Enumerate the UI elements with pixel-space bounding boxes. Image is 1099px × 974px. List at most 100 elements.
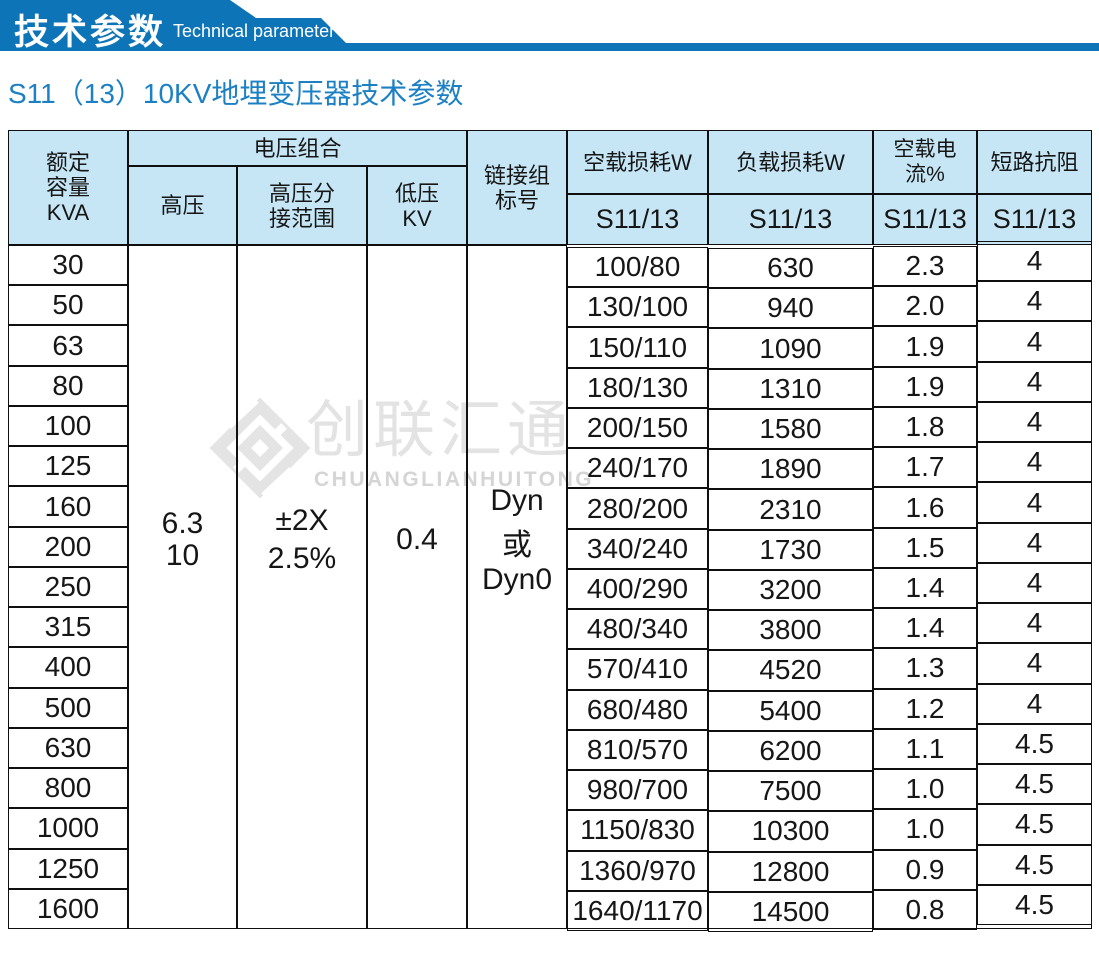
merged-cell-tap-range: ±2X 2.5% xyxy=(237,245,367,929)
model-header-no-load-current: S11/13 xyxy=(873,194,977,245)
table-cell: 240/170 xyxy=(567,448,708,489)
value-line: 或 xyxy=(501,528,532,562)
table-cell: 10300 xyxy=(708,811,873,852)
table-cell: 630 xyxy=(708,248,873,289)
table-cell: 7500 xyxy=(708,771,873,812)
col-header-vector-group: 链接组 标号 xyxy=(467,130,567,245)
table-cell: 4 xyxy=(977,281,1092,322)
table-cell: 1.9 xyxy=(873,326,977,367)
merged-value: ±2X 2.5% xyxy=(268,502,336,578)
table-cell: 80 xyxy=(8,365,128,406)
table-cell: 125 xyxy=(8,446,128,487)
table-cell: 4 xyxy=(977,401,1092,443)
table-cell: 250 xyxy=(8,566,128,608)
col-header-no-load-loss: 空载损耗W xyxy=(567,130,708,194)
table-cell: 12800 xyxy=(708,851,873,892)
value-line: 6.3 xyxy=(161,507,204,540)
table-cell: 4 xyxy=(977,683,1092,724)
table-cell: 1.0 xyxy=(873,809,977,850)
capacity-column: 30 50 63 80 100 125 160 200 250 315 400 500 630 800 10… xyxy=(8,245,128,929)
watermark-text-cn: 创联汇通 xyxy=(306,396,575,465)
header-line: 低压 xyxy=(394,180,439,206)
table-cell: 1640/1170 xyxy=(567,890,708,931)
model-header-impedance: S11/13 xyxy=(977,194,1092,245)
table-cell: 1.9 xyxy=(873,366,977,407)
col-header-impedance: 短路抗阻 xyxy=(977,130,1092,194)
header-line: KV xyxy=(402,205,432,231)
table-cell: 4 xyxy=(977,522,1092,563)
table-cell: 180/130 xyxy=(567,367,708,408)
spec-table: 创联汇通 CHUANGLIANHUITONG 额定 容量 KVA 电压组合 高压… xyxy=(8,130,1092,932)
table-cell: 480/340 xyxy=(567,609,708,650)
table-cell: 1.1 xyxy=(873,728,977,770)
col-header-load-loss: 负载损耗W xyxy=(708,130,873,194)
header-line: 接范围 xyxy=(268,205,335,231)
table-cell: 200 xyxy=(8,526,128,567)
table-cell: 200/150 xyxy=(567,407,708,449)
table-cell: 5400 xyxy=(708,690,873,731)
table-cell: 400 xyxy=(8,647,128,688)
table-cell: 4 xyxy=(977,562,1092,604)
no-load-current-column: 2.3 2.0 1.9 1.9 1.8 1.7 1.6 1.5 1.4 1.4 1.3 1.2 1.1 1… xyxy=(873,246,977,930)
table-cell: 160 xyxy=(8,486,128,527)
table-cell: 4 xyxy=(977,643,1092,684)
model-header-no-load-loss: S11/13 xyxy=(567,194,708,245)
table-cell: 400/290 xyxy=(567,568,708,610)
table-cell: 1.0 xyxy=(873,769,977,810)
table-cell: 4 xyxy=(977,321,1092,362)
header-banner-shape xyxy=(0,0,1099,51)
table-cell: 2.3 xyxy=(873,246,977,287)
table-cell: 6200 xyxy=(708,730,873,772)
table-cell: 0.8 xyxy=(873,889,977,930)
header-line: 空载损耗W xyxy=(583,149,692,175)
table-cell: 4 xyxy=(977,482,1092,523)
value-line: 0.4 xyxy=(396,523,438,556)
table-cell: 1580 xyxy=(708,408,873,450)
table-cell: 1.4 xyxy=(873,608,977,649)
table-cell: 1.4 xyxy=(873,567,977,609)
table-cell: 570/410 xyxy=(567,649,708,690)
impedance-column: 4 4 4 4 4 4 4 4 4 4 4 4 4.5 4.5 4.5 4.5 4.5 xyxy=(977,241,1092,925)
table-cell: 150/110 xyxy=(567,327,708,368)
table-cell: 4 xyxy=(977,442,1092,483)
section-title: S11（13）10KV地埋变压器技术参数 xyxy=(8,78,464,109)
table-cell: 940 xyxy=(708,288,873,329)
table-cell: 2.0 xyxy=(873,286,977,327)
col-header-hv-tap-range: 高压分 接范围 xyxy=(237,166,367,245)
table-cell: 800 xyxy=(8,768,128,809)
table-cell: 1.3 xyxy=(873,648,977,689)
table-cell: 0.9 xyxy=(873,849,977,890)
table-cell: 1250 xyxy=(8,848,128,889)
table-cell: 4.5 xyxy=(977,884,1092,925)
value-line: ±2X xyxy=(275,504,329,537)
table-cell: 1360/970 xyxy=(567,850,708,891)
merged-cell-vector-group: Dyn 或 Dyn0 xyxy=(467,245,567,929)
table-cell: 50 xyxy=(8,285,128,326)
table-cell: 1310 xyxy=(708,368,873,409)
table-cell: 630 xyxy=(8,727,128,769)
value-line: Dyn xyxy=(490,483,544,517)
header-line: 容量 xyxy=(45,175,90,200)
table-cell: 1.7 xyxy=(873,447,977,488)
header-line: 空载电流% xyxy=(893,138,957,186)
col-header-no-load-current: 空载电流% xyxy=(873,130,977,194)
col-header-capacity: 额定 容量 KVA xyxy=(8,130,128,245)
model-header-load-loss: S11/13 xyxy=(708,194,873,245)
table-cell: 1600 xyxy=(8,888,128,929)
table-cell: 500 xyxy=(8,687,128,728)
table-cell: 1.6 xyxy=(873,487,977,528)
value-line: 2.5% xyxy=(267,542,337,575)
table-cell: 680/480 xyxy=(567,689,708,730)
col-header-hv: 高压 xyxy=(128,166,237,245)
table-cell: 14500 xyxy=(708,891,873,932)
header-line: KVA xyxy=(46,200,90,225)
table-cell: 810/570 xyxy=(567,729,708,771)
table-cell: 1890 xyxy=(708,449,873,490)
header-line: 电压组合 xyxy=(253,135,342,161)
merged-cell-lv-voltage: 0.4 xyxy=(367,245,467,929)
table-cell: 1.5 xyxy=(873,527,977,568)
header-line: 标号 xyxy=(494,187,539,213)
banner-subtitle-en: Technical parameter xyxy=(173,21,336,41)
table-cell: 1150/830 xyxy=(567,810,708,851)
value-line: Dyn0 xyxy=(481,562,553,596)
